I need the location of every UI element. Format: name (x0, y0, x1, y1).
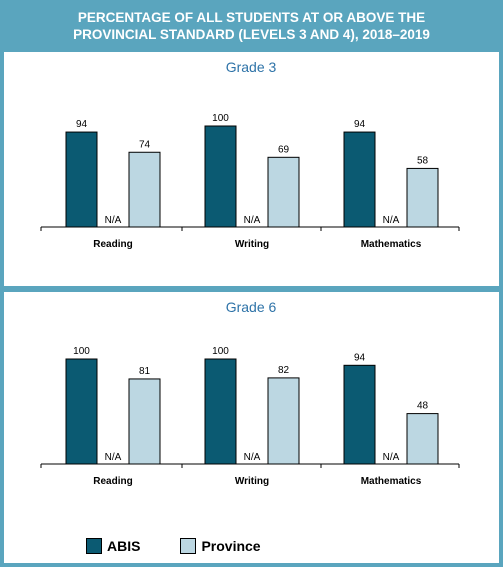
grade-3-category-label-mathematics: Mathematics (361, 239, 422, 250)
grade-6-bar-province-mathematics (406, 413, 439, 465)
grade-6-value-label-province-reading: 81 (139, 366, 151, 377)
legend-swatch-province (180, 538, 197, 554)
grade-6-bar-abis-mathematics (343, 364, 376, 465)
legend: ABIS Province (86, 538, 301, 554)
grade-3-bar-province-mathematics (406, 167, 439, 228)
grade-6-category-label-writing: Writing (235, 476, 269, 487)
grade-3-value-label-abis-reading: 94 (76, 119, 88, 130)
grade-6-panel: Grade 6 100 81 N/A Reading 100 82 N/A Writing 94 4… (4, 292, 499, 563)
grade-6-chart: Grade 6 100 81 N/A Reading 100 82 N/A Writing 94 4… (40, 299, 460, 487)
grade-6-na-label-reading: N/A (105, 452, 122, 463)
grade-3-value-label-province-writing: 69 (278, 144, 290, 155)
grade-3-category-label-writing: Writing (235, 239, 269, 250)
legend-swatch-abis (86, 538, 102, 554)
chart-header: PERCENTAGE OF ALL STUDENTS AT OR ABOVE T… (0, 0, 503, 52)
legend-item-abis: ABIS (86, 538, 140, 554)
header-line-2: PROVINCIAL STANDARD (LEVELS 3 AND 4), 20… (73, 27, 430, 42)
grade-3-category-label-reading: Reading (93, 239, 132, 250)
header-line-1: PERCENTAGE OF ALL STUDENTS AT OR ABOVE T… (77, 10, 426, 25)
grade-3-na-label-mathematics: N/A (383, 215, 400, 226)
grade-3-panel: Grade 3 94 74 N/A Reading 100 69 N/A Writing 94 58… (4, 52, 499, 286)
grade-6-value-label-abis-mathematics: 94 (354, 352, 366, 363)
grade-3-value-label-province-reading: 74 (139, 139, 151, 150)
grade-6-category-label-mathematics: Mathematics (361, 476, 422, 487)
grade-6-na-label-mathematics: N/A (383, 452, 400, 463)
grade-6-bar-abis-writing (204, 358, 237, 465)
grade-6-bar-province-writing (267, 377, 300, 465)
grade-6-value-label-abis-reading: 100 (73, 346, 90, 357)
grade-3-bar-abis-writing (204, 125, 237, 228)
legend-label-abis: ABIS (107, 538, 141, 554)
grade-3-bar-abis-reading (65, 131, 98, 228)
grade-6-value-label-province-writing: 82 (278, 365, 290, 376)
grade-6-value-label-abis-writing: 100 (212, 346, 229, 357)
grade-3-na-label-reading: N/A (105, 215, 122, 226)
grade-6-bar-province-reading (128, 378, 161, 465)
grade-3-value-label-province-mathematics: 58 (417, 155, 429, 166)
grade-3-value-label-abis-mathematics: 94 (354, 119, 366, 130)
grade-6-value-label-province-mathematics: 48 (417, 401, 429, 412)
grade-3-bar-province-reading (128, 151, 161, 228)
grade-3-value-label-abis-writing: 100 (212, 113, 229, 124)
grade-3-title: Grade 3 (226, 59, 277, 75)
grade-6-title: Grade 6 (226, 299, 277, 315)
grade-3-bar-abis-mathematics (343, 131, 376, 228)
grade-6-category-label-reading: Reading (93, 476, 132, 487)
legend-label-province: Province (201, 538, 261, 554)
grade-3-na-label-writing: N/A (244, 215, 261, 226)
grade-3-bar-province-writing (267, 156, 300, 228)
grade-3-chart: Grade 3 94 74 N/A Reading 100 69 N/A Writing 94 58… (40, 59, 460, 250)
grade-6-na-label-writing: N/A (244, 452, 261, 463)
legend-item-province: Province (180, 538, 261, 554)
grade-6-bar-abis-reading (65, 358, 98, 465)
